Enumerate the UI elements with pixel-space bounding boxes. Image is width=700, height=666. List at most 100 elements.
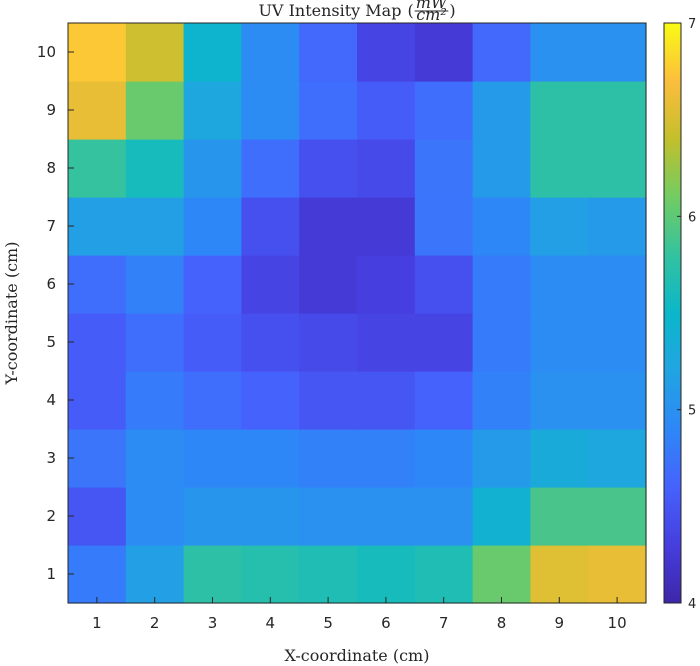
heatmap-cell [414, 545, 474, 604]
heatmap-cell [241, 81, 300, 140]
heatmap-cell [68, 81, 127, 140]
heatmap-cell [299, 429, 358, 488]
heatmap-cell [414, 429, 474, 488]
heatmap-cell [588, 487, 647, 546]
heatmap-cell [68, 23, 127, 82]
heatmap-cell [588, 371, 647, 430]
heatmap-cell [183, 487, 242, 546]
heatmap-cell [299, 545, 358, 604]
heatmap-cell [357, 429, 416, 488]
heatmap-cell [472, 23, 531, 82]
heatmap-cell [530, 81, 589, 140]
heatmap-cell [357, 197, 416, 256]
heatmap-cell [588, 139, 647, 198]
colorbar-ticks: 4 5 6 7 [677, 17, 696, 612]
heatmap-cell [125, 255, 185, 314]
heatmap-cell [414, 139, 474, 198]
heatmap-cell [241, 371, 300, 430]
heatmap-cell [125, 545, 185, 604]
heatmap-cell [472, 313, 531, 372]
heatmap-cell [241, 255, 300, 314]
heatmap-cell [68, 197, 127, 256]
heatmap-cell [68, 139, 127, 198]
y-tick-label: 5 [46, 333, 56, 351]
y-tick-label: 6 [46, 275, 56, 293]
heatmap-cell [472, 429, 531, 488]
heatmap-cell [530, 487, 589, 546]
heatmap-cell [125, 371, 185, 430]
y-tick-label: 8 [46, 159, 56, 177]
y-tick-label: 9 [46, 101, 56, 119]
heatmap-cell [299, 255, 358, 314]
heatmap-cell [472, 545, 531, 604]
heatmap-cell [68, 487, 127, 546]
heatmap-cell [357, 255, 416, 314]
heatmap-cell [414, 23, 474, 82]
heatmap-cell [357, 81, 416, 140]
heatmap-cell [414, 255, 474, 314]
colorbar-tick-label: 4 [688, 597, 696, 612]
chart-title-paren-open: ( [407, 1, 413, 20]
colorbar-tick-label: 5 [688, 404, 696, 419]
heatmap-cell [241, 487, 300, 546]
heatmap-cell [125, 23, 185, 82]
heatmap-cell [414, 487, 474, 546]
heatmap-cell [414, 313, 474, 372]
heatmap-cell [530, 429, 589, 488]
heatmap-cell [357, 139, 416, 198]
heatmap-cell [357, 313, 416, 372]
y-tick-label: 1 [46, 565, 56, 583]
x-tick-label: 4 [266, 614, 276, 632]
colorbar: 4 5 6 7 [663, 17, 696, 612]
heatmap-cell [183, 23, 242, 82]
heatmap-cell [530, 313, 589, 372]
heatmap-cell [125, 197, 185, 256]
heatmap-cell [183, 139, 242, 198]
heatmap-cell [588, 23, 647, 82]
heatmap-cell [299, 371, 358, 430]
heatmap-cell [588, 313, 647, 372]
heatmap-cell [68, 371, 127, 430]
y-tick-label: 3 [46, 449, 56, 467]
heatmap-cell [241, 197, 300, 256]
chart-title-unit-denominator: cm² [416, 5, 447, 24]
heatmap-cell [125, 139, 185, 198]
heatmap-cell [183, 429, 242, 488]
heatmap-cell [68, 545, 127, 604]
heatmap-cell [588, 255, 647, 314]
chart-title-unit-numerator: mW [416, 0, 449, 12]
heatmap-cell [472, 487, 531, 546]
heatmap-cell [299, 81, 358, 140]
y-axis-ticks: 1 2 3 4 5 6 7 8 9 10 [37, 43, 74, 583]
chart-title: UV Intensity Map [258, 1, 401, 20]
x-tick-label: 2 [150, 614, 160, 632]
x-tick-label: 9 [555, 614, 565, 632]
x-axis-ticks: 1 2 3 4 5 6 7 8 9 10 [92, 597, 627, 632]
heatmap-cell [183, 545, 242, 604]
heatmap-cell [183, 255, 242, 314]
heatmap-cell [588, 545, 647, 604]
heatmap-cell [299, 487, 358, 546]
colorbar-tick-label: 6 [688, 210, 696, 225]
heatmap-cell [530, 255, 589, 314]
heatmap-cell [357, 23, 416, 82]
heatmap-cell [241, 313, 300, 372]
heatmap-cell [125, 487, 185, 546]
colorbar-gradient [663, 22, 682, 604]
heatmap-cell [530, 197, 589, 256]
heatmap-cell [588, 429, 647, 488]
heatmap-cell [530, 545, 589, 604]
heatmap-cell [357, 545, 416, 604]
y-tick-label: 10 [37, 43, 56, 61]
chart-title-paren-close: ) [449, 1, 455, 20]
heatmap-cell [472, 371, 531, 430]
heatmap-cell [414, 197, 474, 256]
x-tick-label: 5 [323, 614, 333, 632]
x-tick-label: 7 [439, 614, 449, 632]
heatmap-cell [299, 313, 358, 372]
x-axis-label: X-coordinate (cm) [285, 646, 430, 665]
heatmap-cell [472, 81, 531, 140]
heatmap-cell [183, 197, 242, 256]
heatmap-cell [125, 313, 185, 372]
heatmap-cell [68, 313, 127, 372]
